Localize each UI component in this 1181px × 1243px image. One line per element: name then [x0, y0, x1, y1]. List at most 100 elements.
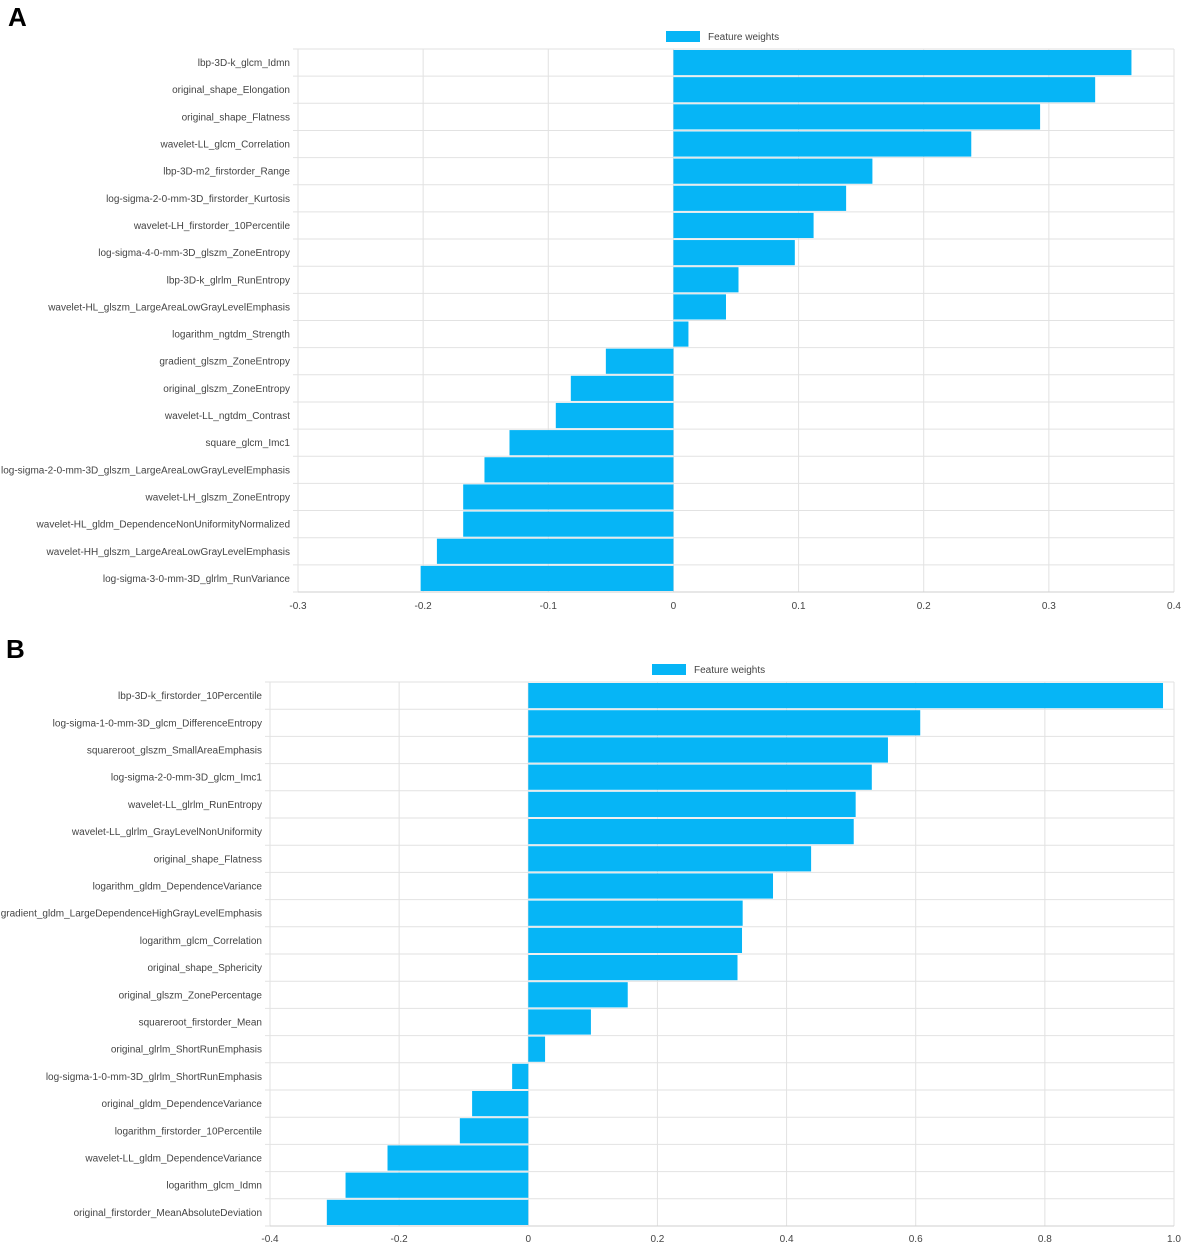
bar [463, 484, 674, 510]
bar [673, 267, 739, 293]
category-label: original_glszm_ZoneEntropy [163, 384, 290, 395]
legend-swatch [666, 31, 700, 42]
category-label: wavelet-LL_gldm_DependenceVariance [84, 1154, 262, 1165]
bar [673, 185, 847, 211]
panel-b: B Feature weights -0.4 -0.2 0 0.2 0.4 0.6 0.8 1.0… [1, 634, 1181, 1243]
bar [673, 131, 972, 157]
x-tick-label: 0.2 [650, 1234, 664, 1243]
x-tick-label: 0.1 [792, 601, 806, 612]
bar [528, 1009, 591, 1035]
bar [528, 982, 628, 1008]
category-label: wavelet-LL_glrlm_RunEntropy [127, 800, 262, 811]
panel-letter: A [8, 2, 27, 32]
bar [509, 430, 674, 456]
category-label: original_shape_Elongation [172, 85, 290, 96]
bar [673, 104, 1041, 130]
bar [673, 77, 1096, 103]
category-label: log-sigma-1-0-mm-3D_glrlm_ShortRunEmphas… [46, 1072, 262, 1083]
bar [528, 819, 854, 845]
category-label: original_shape_Flatness [154, 854, 262, 865]
legend-label: Feature weights [694, 665, 765, 676]
category-label: logarithm_glcm_Idmn [166, 1181, 262, 1192]
category-label: original_firstorder_MeanAbsoluteDeviatio… [74, 1208, 262, 1219]
bar [512, 1063, 529, 1089]
bar [459, 1118, 529, 1144]
x-tick-label: 0.6 [909, 1234, 923, 1243]
x-tick-label: -0.4 [261, 1234, 279, 1243]
x-tick-label: -0.1 [540, 601, 558, 612]
category-label: gradient_gldm_LargeDependenceHighGrayLev… [1, 909, 262, 920]
x-tick-label: 0.3 [1042, 601, 1056, 612]
x-tick-label: 1.0 [1167, 1234, 1181, 1243]
x-tick-label: -0.2 [415, 601, 433, 612]
bar [528, 737, 888, 763]
bar [528, 873, 774, 899]
category-label: wavelet-HH_glszm_LargeAreaLowGrayLevelEm… [46, 547, 290, 558]
panel-a: A Feature weights -0.3 -0.2 -0.1 0 0.1 0.2 0.3 0.… [1, 2, 1181, 612]
category-label: log-sigma-2-0-mm-3D_glszm_LargeAreaLowGr… [1, 465, 290, 476]
legend-swatch [652, 664, 686, 675]
category-label: logarithm_ngtdm_Strength [172, 330, 290, 341]
bar [528, 846, 812, 872]
category-label: log-sigma-3-0-mm-3D_glrlm_RunVariance [103, 574, 291, 585]
category-label: wavelet-HL_gldm_DependenceNonUniformityN… [36, 520, 290, 531]
x-tick-label: 0.8 [1038, 1234, 1052, 1243]
x-tick-label: -0.2 [391, 1234, 409, 1243]
bar [387, 1145, 529, 1171]
category-label: logarithm_gldm_DependenceVariance [93, 882, 263, 893]
x-tick-label: 0.4 [1167, 601, 1181, 612]
category-label: log-sigma-2-0-mm-3D_firstorder_Kurtosis [106, 194, 290, 205]
category-label: wavelet-LH_glszm_ZoneEntropy [144, 492, 290, 503]
bar [326, 1199, 529, 1225]
category-label: lbp-3D-k_firstorder_10Percentile [118, 691, 262, 702]
category-label: logarithm_firstorder_10Percentile [115, 1126, 263, 1137]
x-tick-label: 0 [671, 601, 677, 612]
category-label: log-sigma-4-0-mm-3D_glszm_ZoneEntropy [98, 248, 290, 259]
category-label: lbp-3D-k_glcm_Idmn [198, 58, 290, 69]
category-label: original_shape_Flatness [182, 112, 290, 123]
category-label: wavelet-LL_glcm_Correlation [159, 140, 290, 151]
category-label: squareroot_firstorder_Mean [139, 1018, 262, 1029]
bar [463, 511, 674, 537]
bar [528, 900, 743, 926]
category-label: wavelet-LL_glrlm_GrayLevelNonUniformity [71, 827, 262, 838]
panel-letter: B [6, 634, 25, 664]
bar [528, 927, 743, 953]
bar [528, 791, 856, 817]
category-label: wavelet-HL_glszm_LargeAreaLowGrayLevelEm… [47, 302, 290, 313]
bar [484, 457, 674, 483]
category-label: log-sigma-1-0-mm-3D_glcm_DifferenceEntro… [53, 718, 262, 729]
x-tick-label: 0 [526, 1234, 532, 1243]
x-tick-label: -0.3 [289, 601, 307, 612]
x-tick-label: 0.4 [780, 1234, 794, 1243]
category-label: lbp-3D-m2_firstorder_Range [163, 167, 290, 178]
category-label: gradient_glszm_ZoneEntropy [159, 357, 290, 368]
category-label: original_shape_Sphericity [147, 963, 262, 974]
bar [673, 212, 814, 239]
bar [673, 321, 689, 347]
bar [436, 538, 674, 564]
bar [528, 710, 921, 736]
bar [420, 565, 674, 591]
category-label: square_glcm_Imc1 [206, 438, 291, 449]
bar [673, 240, 795, 266]
category-label: wavelet-LH_firstorder_10Percentile [133, 221, 291, 232]
bar [555, 402, 674, 429]
category-label: squareroot_glszm_SmallAreaEmphasis [87, 746, 262, 757]
bar [605, 348, 674, 374]
category-label: log-sigma-2-0-mm-3D_glcm_Imc1 [111, 773, 263, 784]
bar [570, 375, 674, 401]
bar [528, 764, 872, 790]
category-label: lbp-3D-k_glrlm_RunEntropy [167, 275, 290, 286]
category-label: original_glrlm_ShortRunEmphasis [111, 1045, 262, 1056]
bar [528, 683, 1164, 709]
bar [673, 50, 1132, 76]
bar [345, 1172, 529, 1198]
x-tick-label: 0.2 [917, 601, 931, 612]
bar [673, 294, 726, 320]
bar [673, 158, 873, 184]
category-label: original_glszm_ZonePercentage [119, 990, 263, 1001]
category-label: logarithm_glcm_Correlation [140, 936, 262, 947]
bar [528, 1036, 546, 1062]
